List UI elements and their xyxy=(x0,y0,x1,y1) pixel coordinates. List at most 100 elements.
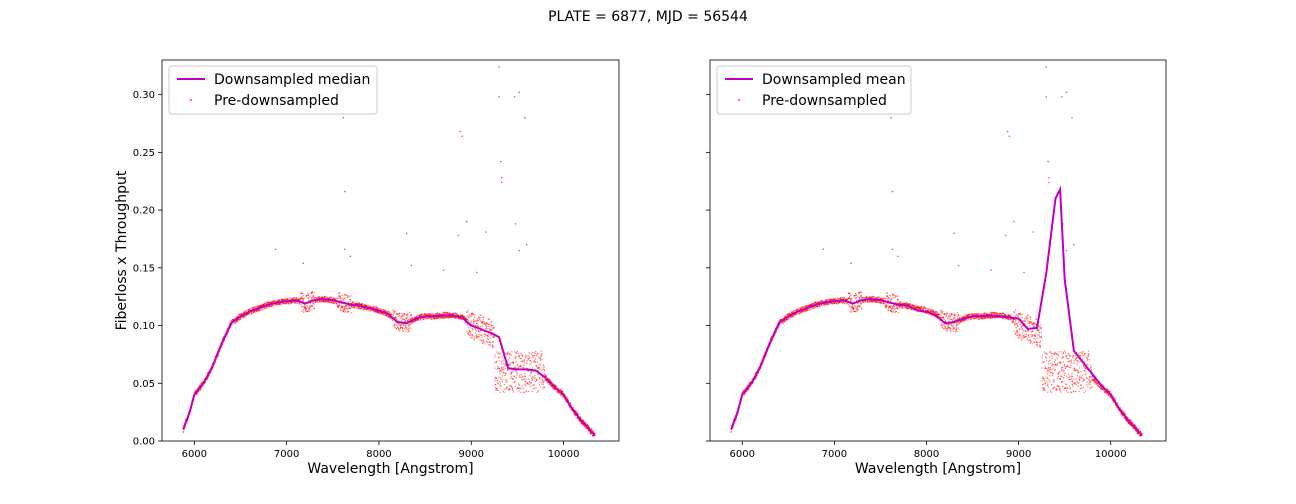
scatter-point xyxy=(848,292,850,294)
scatter-point xyxy=(1037,334,1039,336)
scatter-point xyxy=(501,379,503,381)
scatter-point xyxy=(1023,334,1025,336)
scatter-point xyxy=(980,314,983,316)
scatter-point xyxy=(478,316,480,318)
scatter-point xyxy=(513,96,516,98)
scatter-point xyxy=(294,297,296,299)
scatter-point xyxy=(491,326,493,328)
scatter-point xyxy=(828,304,830,306)
scatter-point xyxy=(874,296,876,298)
scatter-point xyxy=(942,324,944,326)
scatter-point xyxy=(783,321,785,324)
scatter-point xyxy=(541,353,543,356)
scatter-point xyxy=(520,388,522,390)
scatter-point xyxy=(544,386,546,389)
scatter-point xyxy=(267,301,270,304)
legend-scatter-swatch xyxy=(190,99,192,101)
scatter-point xyxy=(394,326,396,329)
scatter-point xyxy=(943,328,945,330)
scatter-point xyxy=(1014,321,1016,323)
scatter-point xyxy=(436,312,439,314)
scatter-point xyxy=(1028,339,1031,341)
scatter-point xyxy=(1036,345,1039,347)
scatter-point xyxy=(857,309,859,311)
scatter-point xyxy=(499,353,501,355)
scatter-point xyxy=(819,305,821,308)
scatter-point xyxy=(955,331,957,333)
scatter-point xyxy=(495,376,497,378)
chart-panel-1: 6000 7000 8000 9000 100000.000.050.100.150.2… xyxy=(114,59,620,477)
y-tick-label: 0.10 xyxy=(133,321,155,332)
scatter-point xyxy=(236,320,239,322)
scatter-point xyxy=(398,329,400,331)
scatter-point xyxy=(502,366,504,369)
scatter-point xyxy=(1043,361,1045,363)
scatter-point xyxy=(391,319,394,322)
scatter-point xyxy=(302,262,305,265)
scatter-point xyxy=(461,319,463,321)
scatter-point xyxy=(539,381,541,383)
scatter-point xyxy=(1020,337,1022,339)
scatter-point xyxy=(244,315,247,318)
scatter-point xyxy=(483,335,486,338)
scatter-point xyxy=(1025,330,1027,332)
scatter-point xyxy=(429,313,431,315)
scatter-point xyxy=(495,389,497,391)
scatter-point xyxy=(1019,335,1021,337)
scatter-point xyxy=(503,363,505,365)
scatter-point xyxy=(468,316,470,319)
scatter-point xyxy=(527,383,529,385)
scatter-point xyxy=(538,376,541,379)
scatter-point xyxy=(468,334,471,336)
scatter-point xyxy=(333,302,335,304)
scatter-point xyxy=(946,312,948,315)
scatter-point xyxy=(343,308,345,311)
scatter-point xyxy=(400,315,402,318)
scatter-point xyxy=(1035,344,1037,346)
scatter-point xyxy=(824,304,826,306)
scatter-point xyxy=(467,315,469,317)
scatter-point xyxy=(512,391,515,393)
scatter-point xyxy=(1022,332,1024,335)
scatter-point xyxy=(408,328,410,330)
scatter-point xyxy=(884,304,887,306)
scatter-point xyxy=(408,330,410,332)
scatter-point xyxy=(407,331,409,333)
scatter-point xyxy=(1040,335,1043,337)
scatter-point xyxy=(517,352,520,354)
scatter-point xyxy=(479,331,481,333)
scatter-point xyxy=(525,382,527,384)
scatter-point xyxy=(1009,314,1011,316)
scatter-point xyxy=(878,296,880,298)
scatter-point xyxy=(302,294,304,297)
scatter-point xyxy=(951,319,954,321)
scatter-point xyxy=(304,309,307,311)
scatter-point xyxy=(957,322,959,324)
scatter-point xyxy=(1034,338,1037,341)
scatter-point xyxy=(271,305,273,308)
scatter-point xyxy=(516,365,518,367)
scatter-point xyxy=(951,313,953,315)
scatter-point xyxy=(543,379,545,381)
scatter-point xyxy=(826,303,829,306)
scatter-point xyxy=(950,314,952,316)
y-tick-label: 0.15 xyxy=(133,263,155,274)
scatter-point xyxy=(501,356,503,358)
scatter-point xyxy=(1024,336,1027,338)
scatter-point xyxy=(517,383,519,385)
scatter-point xyxy=(897,307,899,309)
scatter-point xyxy=(843,296,846,299)
scatter-point xyxy=(793,310,796,312)
scatter-point xyxy=(746,390,748,393)
scatter-point xyxy=(940,314,942,316)
scatter-point xyxy=(558,392,560,395)
scatter-point xyxy=(533,387,536,389)
scatter-point xyxy=(556,386,558,388)
scatter-point xyxy=(287,297,289,299)
scatter-point xyxy=(482,322,484,324)
scatter-point xyxy=(1013,311,1016,313)
scatter-point xyxy=(478,318,481,320)
scatter-point xyxy=(922,309,925,311)
scatter-series xyxy=(730,66,1143,437)
